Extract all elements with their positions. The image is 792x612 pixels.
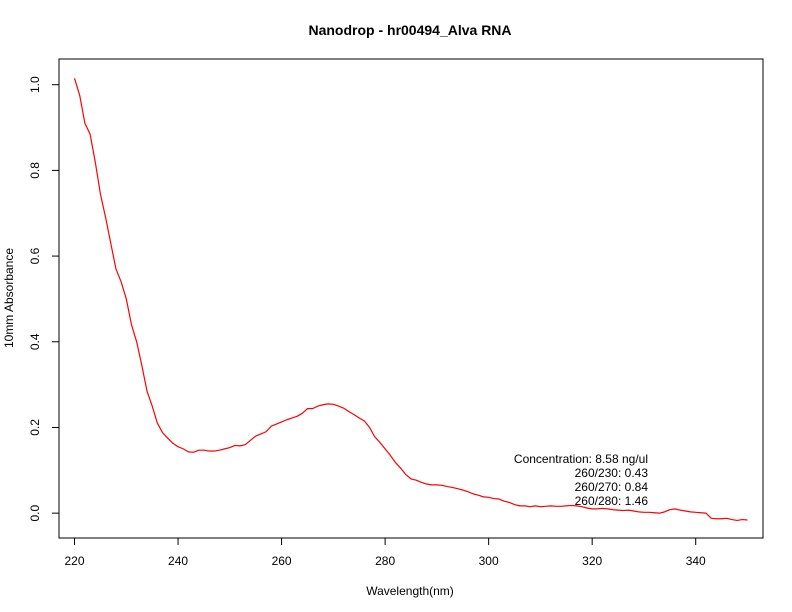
- plot-area-frame: [58, 58, 764, 539]
- y-tick-label: 0.0: [28, 504, 42, 521]
- chart-title: Nanodrop - hr00494_Alva RNA: [308, 22, 511, 38]
- x-axis: 220 240 260 280 300 320 340: [65, 537, 706, 568]
- y-tick-label: 1.0: [28, 76, 42, 93]
- series-line: [73, 78, 748, 522]
- annotation-ratio-260-230: 260/230: 0.43: [575, 466, 649, 480]
- x-tick-label: 260: [272, 554, 292, 568]
- annotation-ratio-260-270: 260/270: 0.84: [575, 480, 649, 494]
- y-axis-label: 10mm Absorbance: [2, 248, 16, 348]
- y-tick-label: 0.2: [28, 419, 42, 436]
- stats-annotation: Concentration: 8.58 ng/ul 260/230: 0.43 …: [514, 452, 648, 508]
- annotation-concentration: Concentration: 8.58 ng/ul: [514, 452, 648, 466]
- x-axis-label: Wavelength(nm): [366, 584, 454, 598]
- x-tick-label: 280: [375, 554, 395, 568]
- y-axis: 0.0 0.2 0.4 0.6 0.8 1.0: [28, 76, 60, 521]
- x-tick-label: 240: [168, 554, 188, 568]
- y-tick-label: 0.8: [28, 162, 42, 179]
- series-layer: [73, 78, 748, 522]
- y-tick-label: 0.4: [28, 333, 42, 350]
- annotation-ratio-260-280: 260/280: 1.46: [575, 494, 649, 508]
- x-tick-label: 220: [65, 554, 85, 568]
- x-tick-label: 320: [582, 554, 602, 568]
- x-tick-label: 300: [479, 554, 499, 568]
- x-tick-label: 340: [686, 554, 706, 568]
- y-tick-label: 0.6: [28, 247, 42, 264]
